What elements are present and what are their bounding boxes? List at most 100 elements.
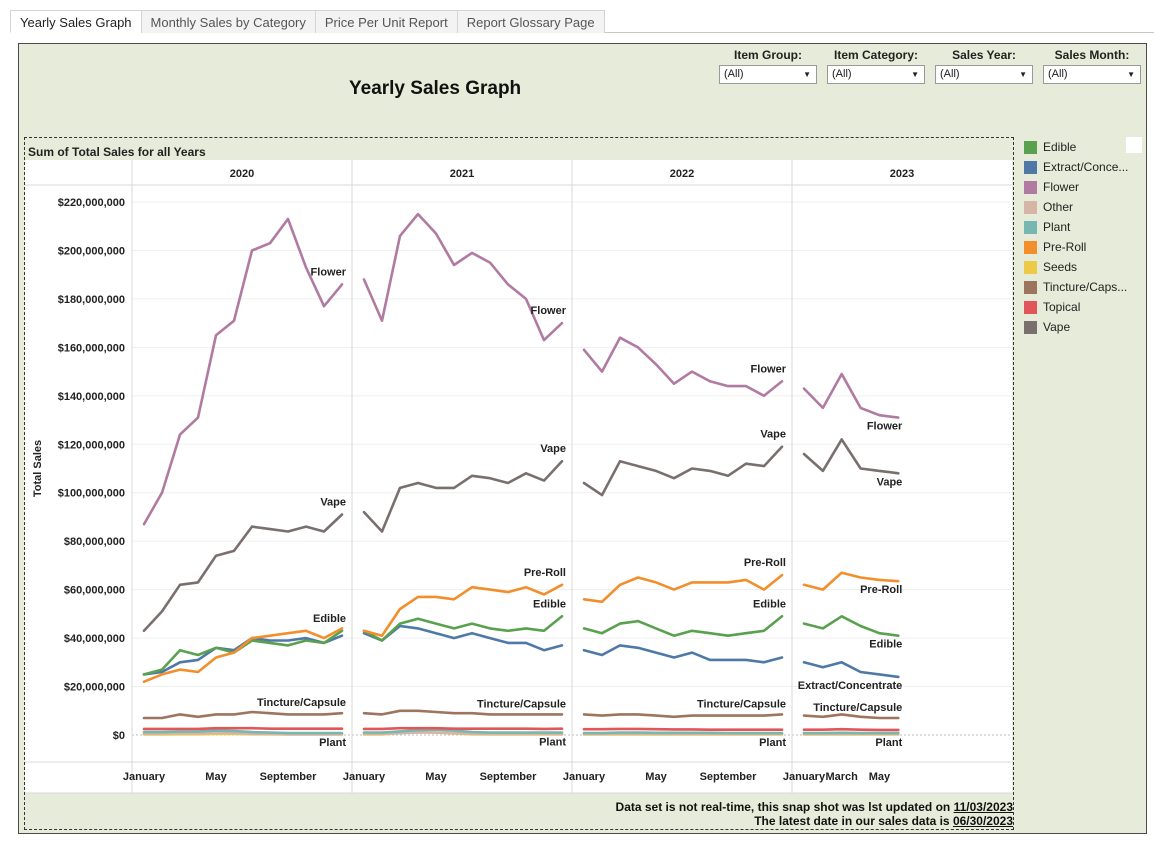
x-tick-label: May <box>869 771 891 783</box>
filter-sales-year: Sales Year: (All) ▼ <box>935 48 1033 84</box>
series-end-label: Flower <box>751 363 787 375</box>
legend-item[interactable]: Flower <box>1024 177 1142 197</box>
series-line-extract-concentrate <box>362 624 564 652</box>
legend-label: Extract/Conce... <box>1043 160 1129 174</box>
series-end-label: Pre-Roll <box>524 567 566 579</box>
legend-item[interactable]: Plant <box>1024 217 1142 237</box>
series-line-pre-roll <box>142 627 344 684</box>
legend-label: Topical <box>1043 300 1081 314</box>
item-category-select[interactable]: (All) ▼ <box>827 65 925 84</box>
series-line-tincture-capsule <box>362 709 564 716</box>
series-end-label: Plant <box>875 737 902 749</box>
legend-swatch <box>1024 320 1037 334</box>
series-line-vape <box>802 438 900 475</box>
filter-item-category: Item Category: (All) ▼ <box>827 48 925 84</box>
tab-bar: Yearly Sales Graph Monthly Sales by Cate… <box>10 10 1154 33</box>
series-line-flower <box>142 217 344 526</box>
dropdown-arrow-icon: ▼ <box>1127 70 1135 79</box>
legend-swatch <box>1024 160 1037 174</box>
series-end-label: Tincture/Capsule <box>257 697 346 709</box>
series-line-extract-concentrate <box>802 660 900 679</box>
filter-item-group: Item Group: (All) ▼ <box>719 48 817 84</box>
tab-monthly-sales-by-category[interactable]: Monthly Sales by Category <box>140 10 316 33</box>
series-end-label: Edible <box>533 598 566 610</box>
sales-month-select[interactable]: (All) ▼ <box>1043 65 1141 84</box>
series-line-edible <box>582 614 784 638</box>
series-end-label: Edible <box>313 613 346 625</box>
series-end-label: Flower <box>867 421 903 433</box>
y-tick-label: $40,000,000 <box>64 633 125 645</box>
dropdown-arrow-icon: ▼ <box>911 70 919 79</box>
legend-label: Tincture/Caps... <box>1043 280 1128 294</box>
tab-price-per-unit-report[interactable]: Price Per Unit Report <box>314 10 458 33</box>
legend-item[interactable]: Topical <box>1024 297 1142 317</box>
series-end-label: Vape <box>760 429 786 441</box>
dashboard-title: Yearly Sales Graph <box>349 78 522 99</box>
latest-date-note: The latest date in our sales data is 06/… <box>754 814 1013 828</box>
series-end-label: Flower <box>531 305 567 317</box>
legend-item[interactable]: Vape <box>1024 317 1142 337</box>
legend-item[interactable]: Tincture/Caps... <box>1024 277 1142 297</box>
x-tick-label: January <box>563 771 606 783</box>
x-tick-label: September <box>700 771 758 783</box>
legend-item[interactable]: Seeds <box>1024 257 1142 277</box>
legend-label: Pre-Roll <box>1043 240 1087 254</box>
series-line-flower <box>362 212 564 342</box>
series-end-label: Edible <box>753 598 786 610</box>
sales-year-select[interactable]: (All) ▼ <box>935 65 1033 84</box>
series-line-pre-roll <box>802 571 900 591</box>
y-tick-label: $80,000,000 <box>64 536 125 548</box>
tab-yearly-sales-graph[interactable]: Yearly Sales Graph <box>10 10 142 33</box>
tab-report-glossary-page[interactable]: Report Glossary Page <box>456 10 605 33</box>
legend: Edible Extract/Conce... Flower Other Plant Pr… <box>1024 137 1142 337</box>
y-tick-label: $60,000,000 <box>64 585 125 597</box>
legend-item[interactable]: Other <box>1024 197 1142 217</box>
sales-line-chart: Sum of Total Sales for all Years $0 $20,0… <box>25 145 1012 794</box>
filter-sales-month: Sales Month: (All) ▼ <box>1043 48 1141 84</box>
legend-blank-box <box>1126 137 1142 153</box>
y-tick-label: $220,000,000 <box>58 197 125 209</box>
legend-swatch <box>1024 240 1037 254</box>
series-line-plant <box>582 731 784 735</box>
legend-label: Edible <box>1043 140 1077 154</box>
legend-item[interactable]: Edible <box>1024 137 1142 157</box>
series-line-topical <box>582 727 784 732</box>
series-end-label: Vape <box>877 476 903 488</box>
series-end-label: Tincture/Capsule <box>813 702 902 714</box>
series-line-pre-roll <box>582 573 784 604</box>
y-axis-title: Total Sales <box>32 440 44 497</box>
year-header: 2022 <box>670 168 694 180</box>
series-line-plant <box>142 729 344 735</box>
series-end-label: Extract/Concentrate <box>798 680 903 692</box>
filter-label: Item Category: <box>833 48 919 62</box>
dashboard: Yearly Sales Graph Item Group: (All) ▼ I… <box>18 43 1147 834</box>
x-tick-label: March <box>826 771 859 783</box>
filter-value: (All) <box>940 68 960 80</box>
legend-swatch <box>1024 220 1037 234</box>
chart-container: Sum of Total Sales for all Years $0 $20,0… <box>24 137 1014 830</box>
series-line-topical <box>802 727 900 732</box>
legend-swatch <box>1024 300 1037 314</box>
series-end-label: Vape <box>540 443 566 455</box>
series-end-label: Tincture/Capsule <box>697 698 786 710</box>
series-line-tincture-capsule <box>142 710 344 720</box>
series-line-extract-concentrate <box>582 644 784 664</box>
series-end-label: Plant <box>759 737 786 749</box>
legend-label: Plant <box>1043 220 1071 234</box>
x-tick-label: September <box>260 771 318 783</box>
series-end-label: Vape <box>320 497 346 509</box>
filter-label: Item Group: <box>734 48 802 62</box>
series-line-flower <box>582 336 784 398</box>
series-line-vape <box>142 513 344 633</box>
legend-item[interactable]: Extract/Conce... <box>1024 157 1142 177</box>
y-tick-label: $0 <box>113 730 125 742</box>
legend-label: Seeds <box>1043 260 1078 274</box>
year-header: 2020 <box>230 168 254 180</box>
item-group-select[interactable]: (All) ▼ <box>719 65 817 84</box>
legend-swatch <box>1024 140 1037 154</box>
series-line-tincture-capsule <box>802 713 900 720</box>
chart-title: Sum of Total Sales for all Years <box>28 145 206 159</box>
series-line-topical <box>362 726 564 731</box>
legend-label: Flower <box>1043 180 1080 194</box>
legend-item[interactable]: Pre-Roll <box>1024 237 1142 257</box>
